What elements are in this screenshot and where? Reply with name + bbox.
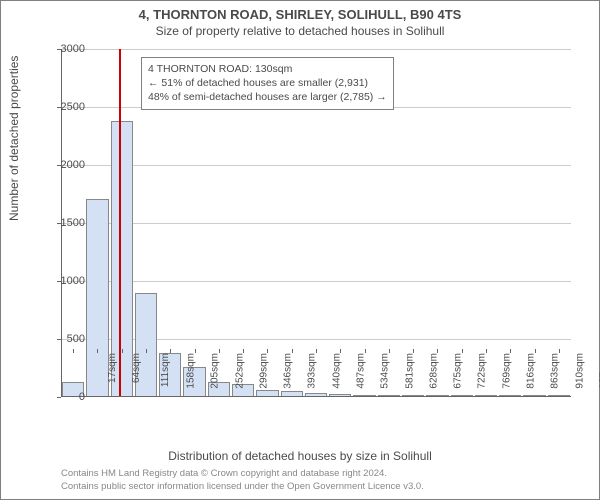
xtick-mark <box>437 349 438 353</box>
chart-container: 4, THORNTON ROAD, SHIRLEY, SOLIHULL, B90… <box>0 0 600 500</box>
ytick-label: 1500 <box>45 217 85 229</box>
xtick-label: 628sqm <box>428 353 439 389</box>
xtick-label: 534sqm <box>380 353 391 389</box>
xtick-mark <box>486 349 487 353</box>
plot-area: 4 THORNTON ROAD: 130sqm ← 51% of detache… <box>61 49 571 397</box>
xtick-mark <box>267 349 268 353</box>
xtick-mark <box>559 349 560 353</box>
xtick-label: 440sqm <box>331 353 342 389</box>
xtick-mark <box>122 349 123 353</box>
xtick-mark <box>510 349 511 353</box>
xtick-label: 346sqm <box>283 353 294 389</box>
xtick-mark <box>170 349 171 353</box>
xtick-label: 910sqm <box>574 353 585 389</box>
xtick-label: 299sqm <box>258 353 269 389</box>
y-axis-label: Number of detached properties <box>7 56 21 221</box>
xtick-label: 393sqm <box>307 353 318 389</box>
xtick-label: 205sqm <box>210 353 221 389</box>
xtick-mark <box>535 349 536 353</box>
ytick-label: 2000 <box>45 159 85 171</box>
footer-line2: Contains public sector information licen… <box>61 481 424 493</box>
xtick-label: 863sqm <box>550 353 561 389</box>
xtick-mark <box>365 349 366 353</box>
plot-border <box>61 49 571 397</box>
xtick-mark <box>73 349 74 353</box>
xtick-label: 816sqm <box>526 353 537 389</box>
xtick-label: 17sqm <box>107 353 118 383</box>
xtick-mark <box>292 349 293 353</box>
xtick-label: 111sqm <box>160 353 171 387</box>
xtick-label: 487sqm <box>356 353 367 389</box>
ytick-label: 2500 <box>45 101 85 113</box>
xtick-mark <box>462 349 463 353</box>
xtick-label: 675sqm <box>453 353 464 389</box>
xtick-label: 581sqm <box>404 353 415 389</box>
xtick-label: 158sqm <box>186 353 197 389</box>
xtick-label: 769sqm <box>501 353 512 389</box>
chart-title-line2: Size of property relative to detached ho… <box>1 22 599 38</box>
xtick-mark <box>146 349 147 353</box>
ytick-label: 3000 <box>45 43 85 55</box>
xtick-label: 722sqm <box>477 353 488 389</box>
x-axis-label: Distribution of detached houses by size … <box>1 449 599 463</box>
footer-attribution: Contains HM Land Registry data © Crown c… <box>61 468 424 493</box>
footer-line1: Contains HM Land Registry data © Crown c… <box>61 468 424 480</box>
ytick-label: 0 <box>45 391 85 403</box>
ytick-label: 500 <box>45 333 85 345</box>
xtick-mark <box>389 349 390 353</box>
xtick-mark <box>340 349 341 353</box>
xtick-mark <box>413 349 414 353</box>
xtick-mark <box>219 349 220 353</box>
xtick-mark <box>195 349 196 353</box>
chart-title-line1: 4, THORNTON ROAD, SHIRLEY, SOLIHULL, B90… <box>1 1 599 22</box>
xtick-label: 252sqm <box>234 353 245 389</box>
xtick-label: 64sqm <box>131 353 142 383</box>
ytick-label: 1000 <box>45 275 85 287</box>
xtick-mark <box>97 349 98 353</box>
xtick-mark <box>316 349 317 353</box>
xtick-mark <box>243 349 244 353</box>
